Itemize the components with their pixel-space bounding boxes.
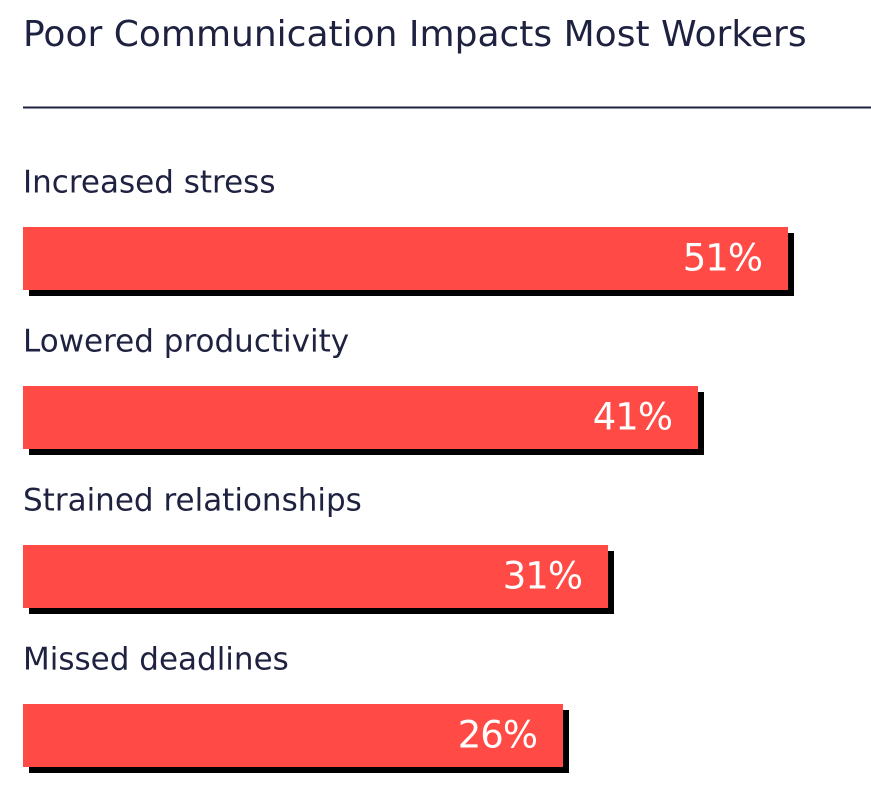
category-label: Lowered productivity: [23, 324, 349, 360]
value-label: 51%: [683, 237, 762, 280]
value-label: 31%: [503, 555, 582, 598]
chart-title: Poor Communication Impacts Most Workers: [23, 14, 807, 55]
bar: [23, 545, 608, 608]
value-label: 26%: [458, 714, 537, 757]
value-label: 41%: [593, 396, 672, 439]
category-label: Strained relationships: [23, 483, 362, 519]
bar: [23, 227, 788, 290]
bar: [23, 386, 698, 449]
category-label: Increased stress: [23, 165, 275, 201]
category-label: Missed deadlines: [23, 642, 289, 678]
bar: [23, 704, 563, 767]
